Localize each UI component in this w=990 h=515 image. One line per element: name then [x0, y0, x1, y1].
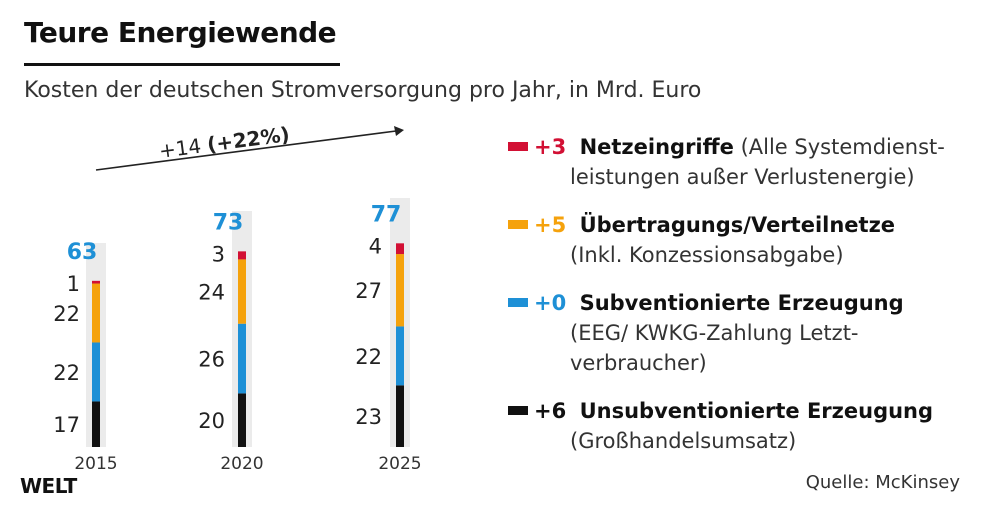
legend-swatch-red	[508, 141, 528, 151]
change-arrow-head	[394, 126, 404, 136]
bar-segment	[238, 323, 246, 394]
bar-total-label: 77	[371, 202, 402, 227]
legend-name: Unsubventionierte Erzeugung	[579, 399, 934, 423]
legend-swatch-black	[508, 405, 528, 415]
legend-delta: +6	[534, 399, 567, 423]
bar-total-label: 73	[213, 210, 244, 235]
legend-item-subventioniert: +0 Subventionierte Erzeugung (EEG/ KWKG-…	[508, 288, 978, 378]
legend-note-line: (Inkl. Konzessionsabgabe)	[570, 243, 844, 267]
bar-segment	[396, 326, 404, 386]
legend-delta: +0	[534, 291, 567, 315]
bar-total-label: 63	[67, 240, 98, 265]
bar-value-label: 3	[212, 242, 225, 266]
legend-item-netzeingriffe: +3 Netzeingriffe (Alle Systemdienst- lei…	[508, 132, 978, 192]
legend-delta: +3	[534, 135, 567, 159]
bar-segment	[396, 385, 404, 447]
bar-value-label: 17	[53, 413, 80, 437]
legend-delta: +5	[534, 213, 567, 237]
legend-item-unsubventioniert: +6 Unsubventionierte Erzeugung (Großhand…	[508, 396, 978, 456]
bar-value-label: 4	[369, 234, 382, 258]
legend-swatch-orange	[508, 219, 528, 229]
chart-subtitle: Kosten der deutschen Stromversorgung pro…	[24, 78, 702, 103]
bar-value-label: 22	[53, 302, 80, 326]
bar-segment	[92, 401, 100, 447]
legend-name: Übertragungs/Verteilnetze	[579, 213, 896, 237]
bar-value-label: 20	[198, 409, 225, 433]
change-annotation: +14 (+22%)	[158, 122, 292, 163]
bar-value-label: 22	[355, 345, 382, 369]
bar-value-label: 27	[355, 279, 382, 303]
title-underline	[24, 63, 340, 66]
legend-item-netze: +5 Übertragungs/Verteilnetze (Inkl. Konz…	[508, 210, 978, 270]
source-note: Quelle: McKinsey	[805, 472, 960, 493]
x-tick-label: 2025	[378, 454, 421, 470]
bar-segment	[238, 251, 246, 260]
bar-segment	[238, 259, 246, 324]
bar-segment	[92, 342, 100, 402]
change-delta: +14	[158, 133, 209, 163]
bar-value-label: 24	[198, 281, 225, 305]
legend-note-line: (Großhandelsumsatz)	[570, 429, 797, 453]
x-tick-label: 2015	[74, 454, 117, 470]
legend-name: Netzeingriffe	[579, 135, 734, 159]
bar-value-label: 22	[53, 361, 80, 385]
legend-note-line: (EEG/ KWKG-Zahlung Letzt-	[570, 321, 859, 345]
bar-segment	[396, 254, 404, 327]
stacked-bar-chart: 17 22 22 1 63 2015 20 26 24 3 73 2020 23 22 27 4 77 2025 +…	[53, 122, 421, 470]
bar-segment	[92, 280, 100, 284]
legend-swatch-blue	[508, 297, 528, 307]
bar-segment	[396, 243, 404, 255]
welt-logo: WELT	[20, 474, 77, 498]
bar-value-label: 1	[67, 272, 80, 296]
legend-name: Subventionierte Erzeugung	[579, 291, 904, 315]
legend-note: (Alle Systemdienst-	[740, 135, 945, 159]
bar-value-label: 23	[355, 405, 382, 429]
legend: +3 Netzeingriffe (Alle Systemdienst- lei…	[508, 132, 978, 474]
change-arrow-line	[95, 130, 397, 171]
chart-title: Teure Energiewende	[24, 16, 337, 49]
bar-value-label: 26	[198, 348, 225, 372]
legend-note-line: verbraucher)	[570, 351, 707, 375]
change-pct: (+22%)	[206, 122, 291, 157]
bar-segment	[92, 283, 100, 343]
x-tick-label: 2020	[220, 454, 263, 470]
legend-note-line: leistungen außer Verlustenergie)	[570, 165, 915, 189]
bar-segment	[238, 393, 246, 447]
